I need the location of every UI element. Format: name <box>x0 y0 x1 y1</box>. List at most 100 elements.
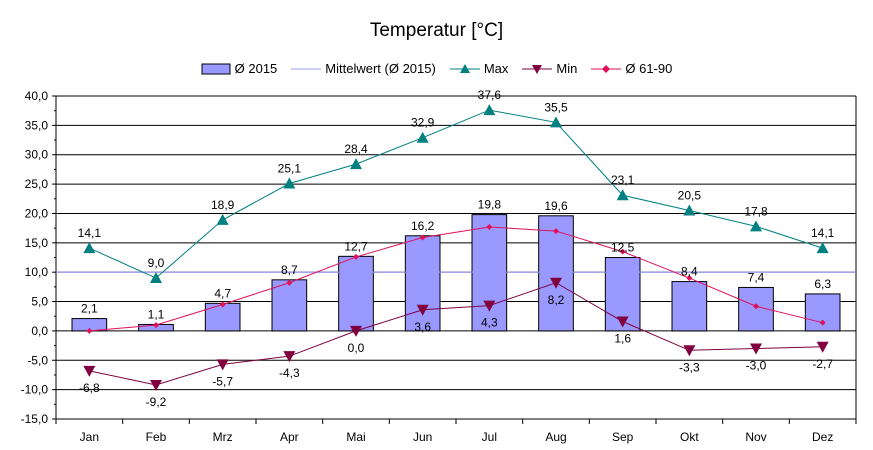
y-tick-label: 15,0 <box>25 236 49 250</box>
legend-label-min: Min <box>556 61 578 76</box>
triangle-down-icon <box>522 64 553 74</box>
min-value-label: -2,7 <box>812 357 833 371</box>
y-tick-label: -15,0 <box>21 412 49 426</box>
bar-value-label: 8,7 <box>281 263 298 277</box>
x-tick-label: Nov <box>745 430 766 444</box>
bar <box>271 279 308 332</box>
min-marker <box>750 343 762 355</box>
bar <box>671 281 708 332</box>
min-marker <box>550 277 562 289</box>
x-tick-label: Mrz <box>213 430 233 444</box>
max-marker <box>816 242 829 254</box>
y-tick-label: 25,0 <box>25 177 49 191</box>
avg-61-90-marker <box>86 327 93 334</box>
min-value-label: -3,3 <box>679 360 700 374</box>
y-tick-label: -5,0 <box>27 353 48 367</box>
avg-61-90-marker <box>219 301 226 308</box>
legend: Ø 2015 Mittelwert (Ø 2015) Max Min Ø 61-… <box>0 61 873 76</box>
bar-value-label: 2,1 <box>81 302 98 316</box>
legend-item-max: Max <box>449 61 509 76</box>
avg-61-90-marker <box>819 319 826 326</box>
min-value-label: 4,3 <box>481 316 498 330</box>
bar-value-label: 12,7 <box>344 239 368 253</box>
bar <box>471 214 508 332</box>
avg-61-90-marker <box>286 279 293 286</box>
min-value-label: -9,2 <box>146 395 167 409</box>
min-marker <box>150 379 162 391</box>
plot-background <box>56 96 856 419</box>
chart-title: Temperatur [°C] <box>369 20 504 41</box>
max-value-label: 20,5 <box>678 189 702 203</box>
max-marker <box>150 272 162 284</box>
avg-61-90-marker <box>486 223 493 230</box>
y-tick-label: 30,0 <box>25 148 49 162</box>
max-value-label: 17,8 <box>744 204 768 218</box>
bar <box>604 257 641 332</box>
bar-swatch-icon <box>201 63 231 74</box>
max-marker <box>283 177 296 189</box>
x-tick-label: Jul <box>482 430 497 444</box>
max-value-label: 37,6 <box>478 88 502 102</box>
x-tick-label: Mai <box>346 430 365 444</box>
avg-61-90-line <box>89 226 823 332</box>
max-marker <box>550 116 562 128</box>
bar-value-label: 4,7 <box>214 286 231 300</box>
legend-label-mean: Mittelwert (Ø 2015) <box>325 61 436 76</box>
x-tick-label: Dez <box>812 430 833 444</box>
bar-value-label: 1,1 <box>148 307 165 321</box>
min-marker <box>216 359 229 371</box>
legend-item-avg-2015: Ø 2015 <box>201 61 278 76</box>
min-value-label: -5,7 <box>212 374 233 388</box>
min-value-label: 0,0 <box>348 341 365 355</box>
max-value-label: 18,9 <box>211 198 235 212</box>
bar <box>338 255 374 332</box>
x-tick-label: Sep <box>612 430 634 444</box>
min-value-label: -4,3 <box>279 366 300 380</box>
x-tick-label: Jun <box>413 430 432 444</box>
diamond-icon <box>591 64 622 73</box>
min-marker <box>283 351 296 363</box>
max-marker <box>750 220 762 232</box>
y-tick-label: 5,0 <box>31 295 48 309</box>
min-value-label: 3,6 <box>414 320 431 334</box>
x-tick-label: Apr <box>280 430 299 444</box>
legend-item-mean: Mittelwert (Ø 2015) <box>291 61 436 76</box>
y-tick-label: -10,0 <box>21 383 49 397</box>
min-marker <box>816 341 829 353</box>
legend-item-min: Min <box>522 61 577 76</box>
max-marker <box>683 204 696 216</box>
x-tick-label: Okt <box>680 430 699 444</box>
bar-value-label: 19,8 <box>478 198 502 212</box>
max-marker <box>83 242 96 254</box>
x-tick-label: Aug <box>545 430 566 444</box>
min-marker <box>416 304 429 316</box>
max-marker <box>616 189 629 201</box>
legend-label-max: Max <box>483 61 509 76</box>
max-value-label: 25,1 <box>278 162 302 176</box>
max-value-label: 28,4 <box>344 142 368 156</box>
x-tick-label: Jan <box>80 430 99 444</box>
legend-item-avg-61-90: Ø 61-90 <box>591 61 672 76</box>
avg-61-90-marker <box>153 322 159 329</box>
legend-label-avg-2015: Ø 2015 <box>234 61 278 76</box>
y-tick-label: 35,0 <box>25 118 49 132</box>
bar-value-label: 12,5 <box>611 241 635 255</box>
min-value-label: 1,6 <box>614 332 631 346</box>
min-value-label: 8,2 <box>548 293 565 307</box>
triangle-up-icon <box>449 63 480 73</box>
avg-61-90-marker <box>686 275 693 282</box>
max-marker <box>350 158 362 170</box>
min-line <box>89 282 823 386</box>
max-value-label: 35,5 <box>544 100 568 114</box>
avg-61-90-marker <box>619 248 626 255</box>
max-value-label: 14,1 <box>811 226 835 240</box>
max-marker <box>216 213 229 225</box>
min-marker <box>616 316 629 328</box>
y-tick-label: 20,0 <box>25 206 49 220</box>
max-marker <box>416 131 429 143</box>
bar-value-label: 16,2 <box>411 219 435 233</box>
min-marker <box>350 325 362 337</box>
bar-value-label: 7,4 <box>748 270 765 284</box>
min-value-label: -6,8 <box>79 381 100 395</box>
